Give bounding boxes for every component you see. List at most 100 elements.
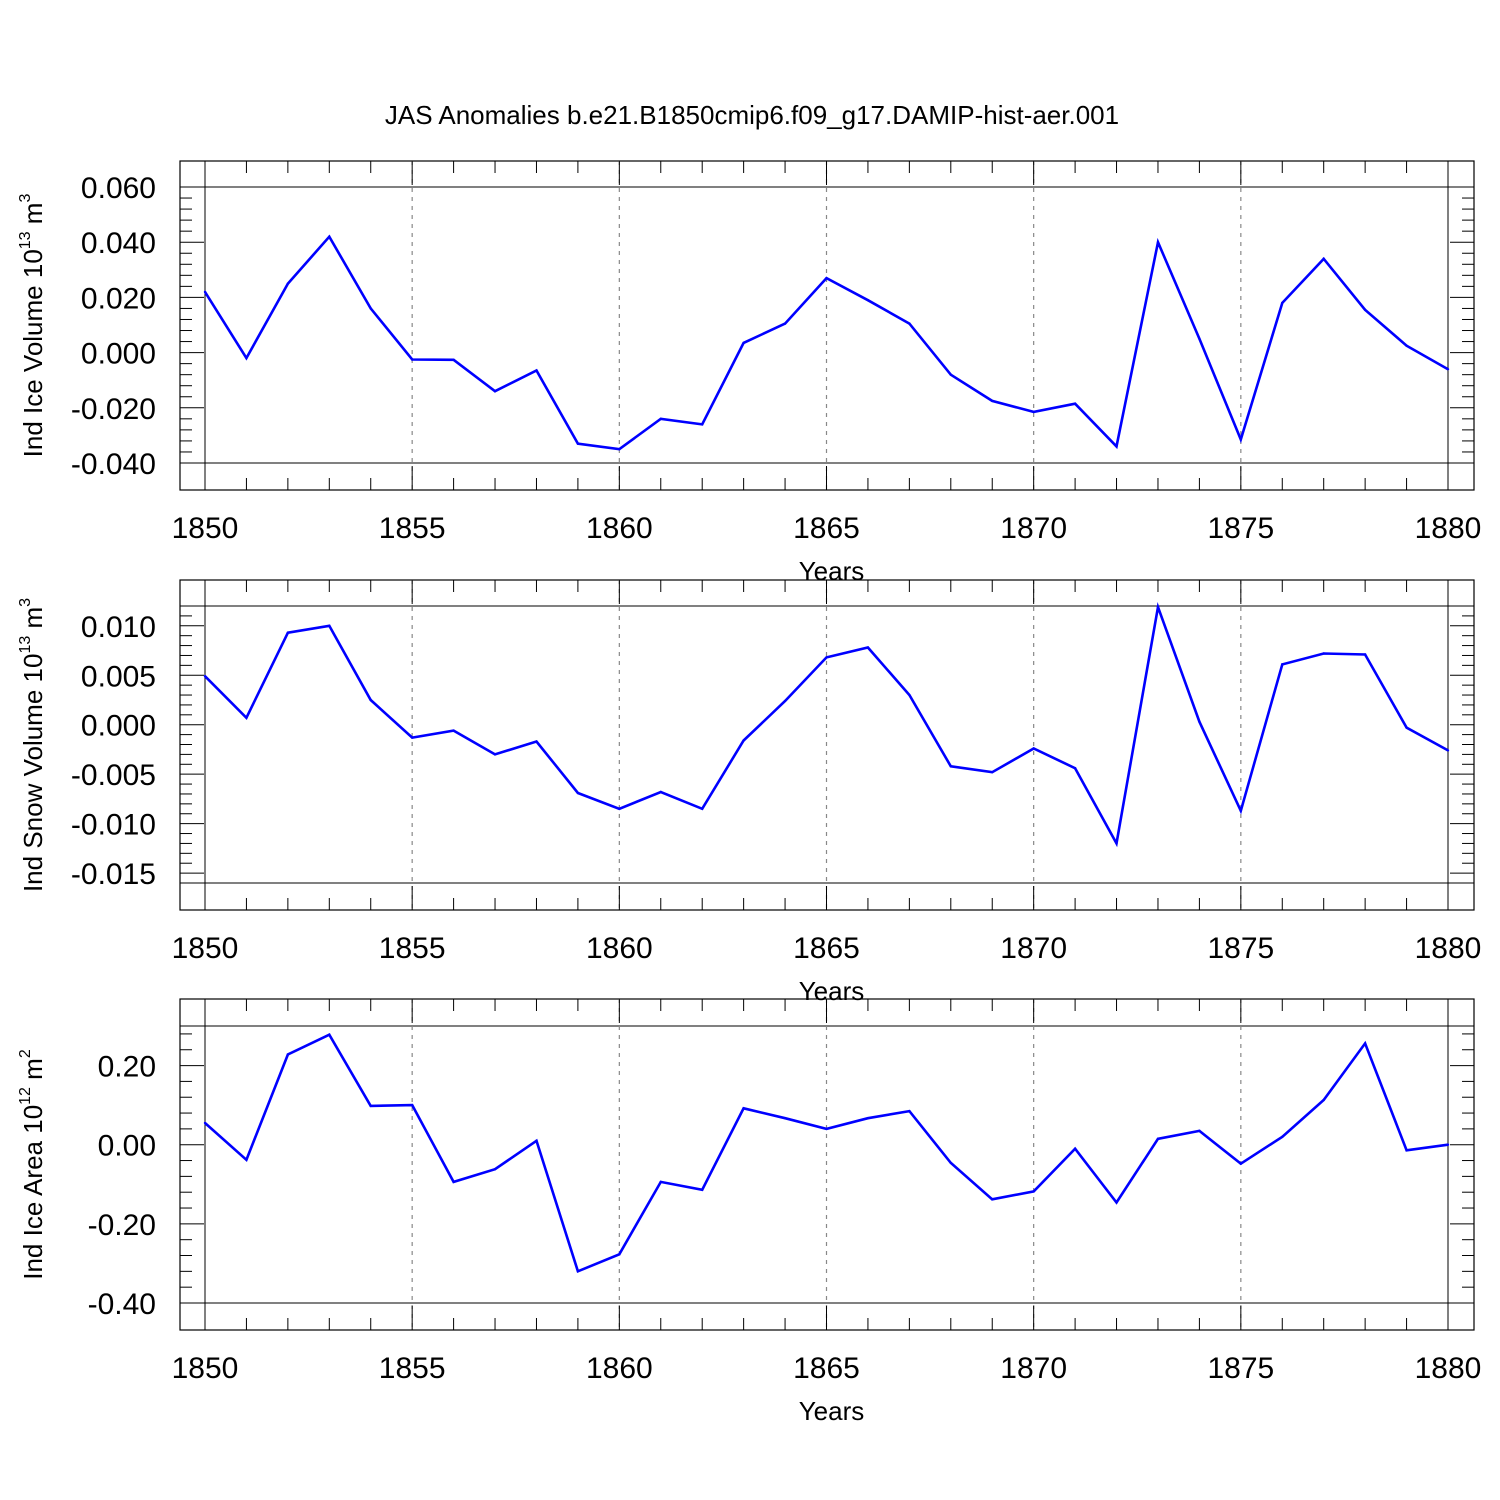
y-axis-label-unit-exponent: 2 (17, 1049, 34, 1058)
data-point (825, 656, 828, 659)
x-tick-label: 1875 (1207, 512, 1274, 545)
data-point (701, 807, 704, 811)
data-point (1239, 1162, 1243, 1165)
y-tick-label: -0.040 (71, 448, 156, 481)
data-point (1322, 652, 1325, 655)
data-point (203, 1121, 207, 1125)
data-point (949, 373, 952, 376)
x-axis-label: Years (799, 1396, 865, 1426)
data-point (576, 791, 580, 795)
data-point (576, 442, 580, 445)
data-point (410, 358, 414, 361)
x-tick-label: 1860 (586, 512, 653, 545)
data-point (286, 631, 290, 634)
data-point (1239, 438, 1243, 441)
data-point (1446, 1143, 1450, 1146)
data-point (866, 1117, 870, 1120)
y-axis-label-unit: m (18, 607, 48, 636)
data-point (618, 807, 621, 811)
data-point (1405, 1149, 1408, 1152)
data-point (742, 341, 745, 345)
x-tick-label: 1855 (379, 932, 446, 965)
data-point (245, 1158, 248, 1161)
data-point (1032, 410, 1035, 414)
data-point (535, 1139, 538, 1142)
data-point (1363, 653, 1367, 656)
data-point (991, 399, 994, 403)
data-point (1239, 809, 1243, 812)
x-tick-label: 1855 (379, 512, 446, 545)
data-point (452, 1180, 455, 1184)
data-point (410, 736, 414, 739)
data-point (991, 771, 994, 774)
x-tick-label: 1865 (793, 932, 860, 965)
panel-ice-volume: 1850 1855 1860 1865 1870 1875 1880 -0.040 -0.020… (17, 160, 1481, 586)
y-tick-label: 0.005 (81, 660, 156, 693)
y-tick-label: -0.20 (88, 1209, 156, 1242)
data-point (1322, 1098, 1325, 1102)
data-point (1446, 749, 1450, 752)
data-point (908, 693, 911, 697)
x-tick-label: 1865 (793, 1352, 860, 1385)
y-axis-label: Ind Ice Area 1012 m2 (17, 1049, 48, 1280)
data-point (1073, 1147, 1077, 1150)
data-point (369, 307, 372, 310)
data-point (1446, 367, 1450, 371)
data-point (908, 322, 911, 325)
data-point (783, 322, 787, 325)
x-tick-label: 1850 (172, 1352, 239, 1385)
x-tick-label: 1875 (1207, 1352, 1274, 1385)
data-point (783, 699, 787, 703)
data-point (1156, 605, 1160, 609)
data-point (1115, 445, 1118, 448)
data-point (908, 1109, 911, 1113)
data-point (1198, 720, 1201, 723)
data-point (659, 1180, 662, 1184)
data-point (410, 1103, 414, 1107)
x-tick-label: 1875 (1207, 932, 1274, 965)
data-point (369, 1104, 372, 1108)
data-point (866, 298, 870, 302)
data-point (203, 675, 207, 678)
data-point (949, 1161, 952, 1165)
data-point (949, 765, 952, 768)
data-point (1032, 747, 1035, 750)
data-point (1156, 241, 1160, 244)
y-tick-label: 0.060 (81, 172, 156, 205)
x-tick-label: 1850 (172, 932, 239, 965)
data-point (493, 753, 497, 756)
y-tick-label: 0.010 (81, 611, 156, 644)
x-tick-label: 1850 (172, 512, 239, 545)
x-tick-label: 1860 (586, 932, 653, 965)
data-point (1405, 726, 1408, 729)
y-axis-label-unit-exponent: 3 (17, 598, 34, 607)
data-point (866, 646, 870, 649)
data-point (1198, 337, 1201, 340)
data-point (535, 740, 538, 743)
data-point (783, 1117, 787, 1120)
data-point (742, 739, 745, 742)
x-tick-label: 1870 (1000, 512, 1067, 545)
y-axis-label-unit-exponent: 3 (17, 194, 34, 203)
y-tick-label: 0.000 (81, 338, 156, 371)
data-point (369, 698, 372, 702)
data-point (493, 390, 497, 393)
y-axis-label-exponent: 13 (17, 636, 34, 654)
data-point (1281, 1135, 1284, 1139)
y-tick-label: -0.005 (71, 759, 156, 792)
y-axis-label-main: Ind Snow Volume 10 (18, 654, 48, 893)
x-tick-label: 1870 (1000, 1352, 1067, 1385)
data-point (701, 423, 704, 426)
y-tick-label: 0.020 (81, 282, 156, 315)
data-point (1032, 1190, 1035, 1193)
data-point (286, 1053, 290, 1056)
data-point (1073, 767, 1077, 770)
data-point (701, 1188, 704, 1192)
y-tick-label: -0.020 (71, 393, 156, 426)
data-point (825, 1127, 828, 1131)
x-tick-label: 1880 (1415, 1352, 1482, 1385)
x-tick-label: 1870 (1000, 932, 1067, 965)
y-axis-label: Ind Snow Volume 1013 m3 (17, 598, 48, 892)
data-point (1363, 308, 1367, 312)
